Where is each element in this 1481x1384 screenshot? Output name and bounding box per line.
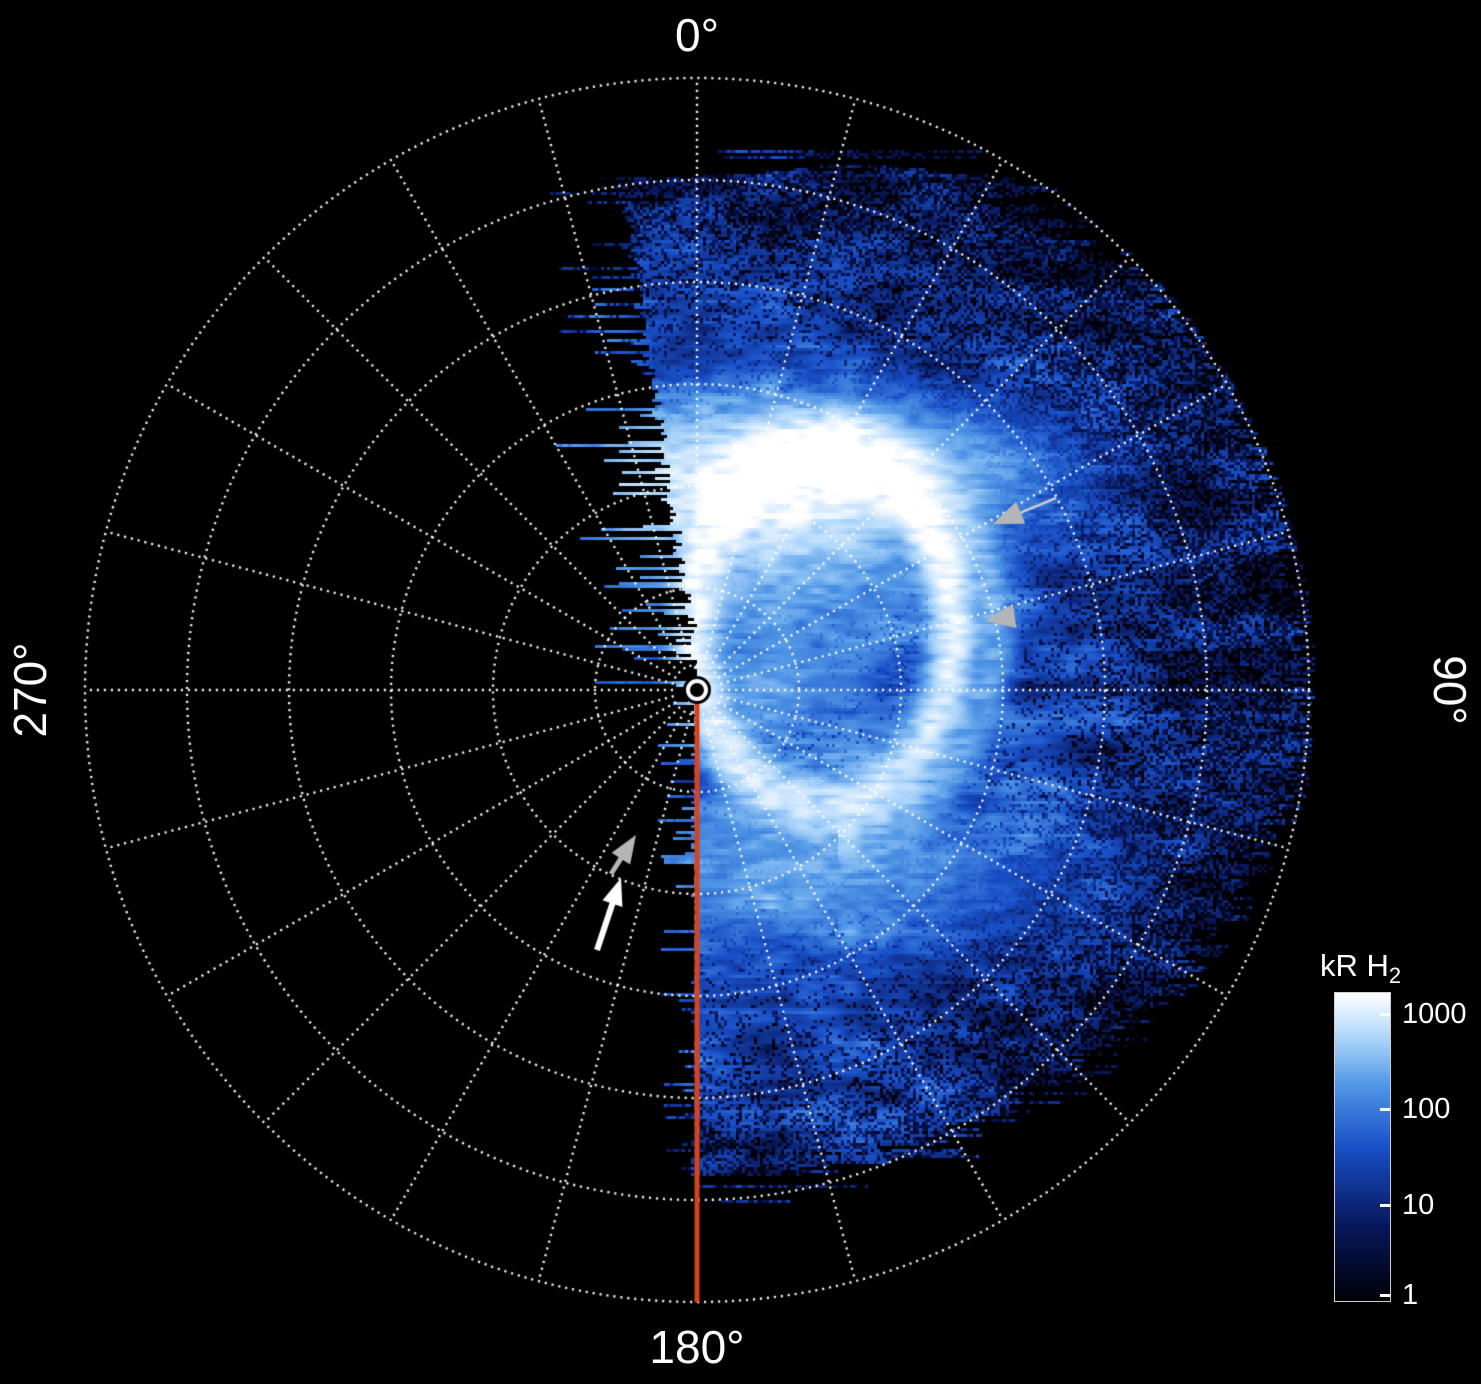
colorbar-tick-label-1000: 1000 xyxy=(1402,998,1467,1030)
angle-label-0: 0° xyxy=(675,9,719,61)
angle-label-180: 180° xyxy=(649,1321,745,1373)
colorbar-tick-10 xyxy=(1380,1204,1390,1207)
colorbar-tick-label-1: 1 xyxy=(1402,1279,1419,1311)
colorbar-tick-100 xyxy=(1380,1108,1390,1111)
colorbar: kR H2 1000 100 10 1 xyxy=(1318,948,1481,1320)
colorbar-tick-1000 xyxy=(1380,1013,1390,1016)
colorbar-gradient xyxy=(1334,992,1391,1302)
colorbar-title-subscript: 2 xyxy=(1388,963,1402,988)
angle-label-90: 90° xyxy=(1424,655,1476,725)
angle-label-270: 270° xyxy=(4,642,56,738)
colorbar-tick-1 xyxy=(1380,1294,1390,1297)
colorbar-tick-label-100: 100 xyxy=(1402,1093,1451,1125)
colorbar-title: kR H2 xyxy=(1320,948,1401,989)
colorbar-title-text: kR H xyxy=(1320,948,1389,983)
colorbar-tick-label-10: 10 xyxy=(1402,1189,1435,1221)
